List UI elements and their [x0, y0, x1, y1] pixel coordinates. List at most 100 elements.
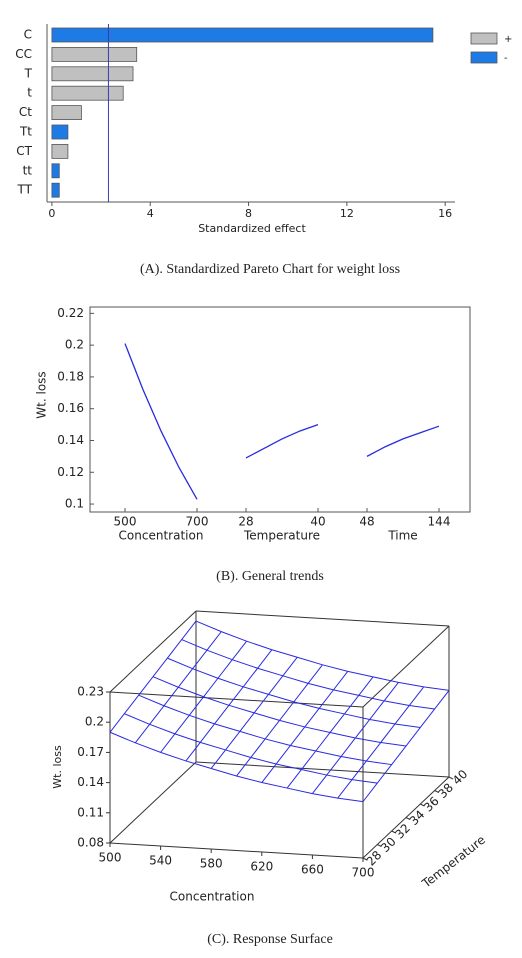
x-tick-label: 0 [48, 207, 55, 220]
mesh-line [312, 682, 399, 794]
y-tick-label: 0.18 [57, 369, 84, 383]
y-tick-label: Ct [19, 105, 32, 119]
y-tick-label: TT [17, 183, 33, 197]
z-axis-label: Wt. loss [51, 745, 64, 789]
x-tick-label: 620 [250, 860, 273, 874]
mesh-line [152, 676, 407, 747]
mesh-line [124, 713, 378, 784]
y-tick-label: 36 [421, 794, 442, 815]
panel-label: Temperature [243, 529, 320, 543]
z-tick-label: 0.14 [77, 775, 104, 789]
mesh-line [109, 620, 197, 733]
y-tick-label: 34 [407, 807, 428, 828]
box-edge [109, 761, 197, 844]
trend-line [124, 343, 198, 500]
tick-mark [448, 776, 454, 780]
x-tick-label: 500 [114, 515, 137, 529]
x-tick-label: 4 [147, 207, 154, 220]
tick-mark [391, 830, 396, 834]
y-tick-label: 0.22 [57, 306, 84, 320]
z-tick-label: 0.08 [77, 836, 104, 850]
bar [51, 124, 69, 140]
tick-mark [377, 844, 382, 847]
y-tick-label: 40 [450, 767, 471, 788]
panel-label: Time [387, 529, 417, 543]
y-tick-label: 0.14 [57, 433, 84, 447]
y-tick-label: C [24, 28, 32, 42]
x-tick-label: 580 [200, 857, 223, 871]
y-tick-label: 0.16 [57, 401, 84, 415]
x-tick-label: 28 [238, 515, 253, 529]
mesh-line [138, 694, 392, 766]
y-tick-label: 0.1 [65, 497, 84, 511]
y-tick-label: tt [23, 163, 33, 177]
tick-mark [362, 857, 368, 861]
y-tick-label: 0.12 [57, 465, 84, 479]
y-tick-label: 30 [378, 834, 399, 855]
x-tick-label: 660 [301, 863, 324, 877]
plot-frame [89, 306, 471, 513]
caption-b: (B). General trends [216, 569, 324, 584]
caption-a: (A). Standardized Pareto Chart for weigh… [140, 262, 400, 277]
legend-label: - [504, 53, 508, 64]
y-tick-label: 0.2 [65, 338, 84, 352]
mesh-line [362, 690, 450, 802]
x-tick-label: 700 [352, 866, 375, 880]
box-edge [195, 610, 450, 627]
x-tick-label: 16 [438, 207, 452, 220]
legend-swatch [470, 32, 498, 45]
panel-label: Concentration [119, 529, 204, 543]
bar [51, 85, 124, 101]
legend-swatch [470, 51, 498, 64]
y-tick-label: CC [15, 47, 32, 61]
y-tick-label: CT [16, 144, 32, 158]
x-tick-label: 700 [186, 515, 209, 529]
box-edge [195, 761, 450, 778]
bar [51, 163, 60, 179]
y-axis-label: Wt. loss [35, 371, 49, 418]
y-tick-label: Tt [19, 125, 32, 139]
mesh-line [167, 657, 421, 728]
x-axis-label: Standardized effect [198, 222, 306, 235]
mesh-line [236, 664, 323, 777]
mesh-line [185, 649, 273, 762]
bar [51, 182, 60, 198]
y-axis-label: Temperature [419, 833, 488, 891]
trend-line [366, 425, 440, 457]
z-tick-label: 0.2 [85, 715, 104, 729]
caption-c: (C). Response Surface [207, 932, 333, 947]
legend-label: + [504, 34, 512, 45]
mesh-line [210, 656, 298, 769]
tick-mark [405, 817, 411, 820]
mesh-line [109, 731, 364, 803]
tick-mark [420, 803, 425, 807]
bar [51, 66, 134, 82]
z-tick-label: 0.11 [77, 805, 104, 819]
trend-line [245, 423, 319, 459]
x-tick-label: 40 [310, 515, 325, 529]
z-tick-label: 0.23 [77, 685, 104, 699]
mesh-line [134, 631, 222, 744]
x-tick-label: 8 [245, 207, 252, 220]
mesh-line [337, 686, 425, 799]
x-tick-label: 500 [99, 851, 122, 865]
box-edge [109, 691, 364, 708]
y-tick-label: t [27, 86, 32, 100]
x-tick-label: 144 [428, 515, 451, 529]
x-tick-label: 12 [340, 207, 354, 220]
x-tick-label: 540 [149, 854, 172, 868]
box-edge [109, 610, 197, 693]
mesh-line [160, 640, 247, 753]
y-tick-label: T [24, 66, 33, 80]
mesh-line [195, 620, 450, 691]
box-edge [109, 842, 364, 859]
z-tick-label: 0.17 [77, 745, 104, 759]
bar [51, 143, 69, 159]
bar [51, 27, 434, 43]
x-tick-label: 48 [359, 515, 374, 529]
bar [51, 47, 138, 62]
bar [51, 105, 82, 120]
y-tick-label: 32 [392, 821, 413, 842]
